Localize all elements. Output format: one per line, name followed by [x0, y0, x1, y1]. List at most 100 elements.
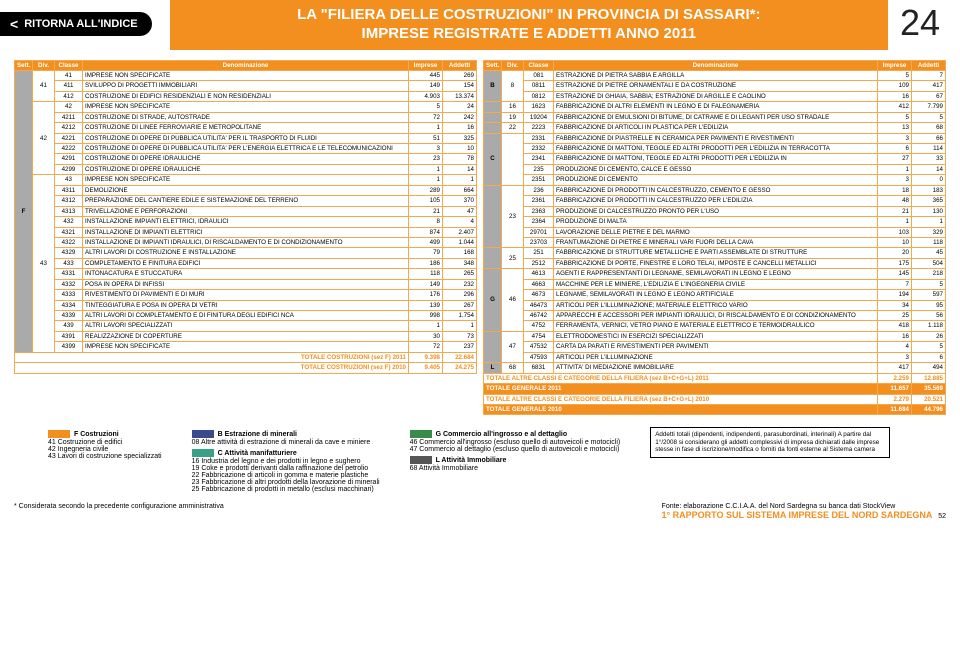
table-row: 4291COSTRUZIONE DI OPERE IDRAULICHE2378	[15, 154, 477, 164]
addetti-cell: 267	[443, 300, 477, 310]
addetti-cell: 1	[443, 175, 477, 185]
imprese-cell: 412	[878, 102, 912, 112]
sett-cell	[484, 331, 502, 362]
denom-cell: FABBRICAZIONE DI ARTICOLI IN PLASTICA PE…	[554, 123, 878, 133]
imprese-cell: 417	[878, 363, 912, 373]
div-cell: 46	[502, 269, 524, 332]
legend-heading-c: C Attività manifatturiere	[218, 450, 297, 457]
imprese-cell: 8	[409, 217, 443, 227]
table-row: 4329ALTRI LAVORI DI COSTRUZIONE E INSTAL…	[15, 248, 477, 258]
denom-cell: INSTALLAZIONE IMPIANTI ELETTRICI, IDRAUL…	[83, 217, 409, 227]
total-row: TOTALE ALTRE CLASSI E CATEGORIE DELLA FI…	[484, 394, 946, 404]
div-cell: 16	[502, 102, 524, 112]
total-imprese: 9.405	[409, 363, 443, 373]
table-row: 4311DEMOLIZIONE289664	[15, 185, 477, 195]
left-table: Sett. Div. Classe Denominazione Imprese …	[14, 60, 477, 374]
legend-col-f: F Costruzioni 41 Costruzione di edifici …	[48, 427, 162, 493]
imprese-cell: 21	[878, 206, 912, 216]
denom-cell: ARTICOLI PER L'ILLUMINAZIONE; MATERIALE …	[554, 300, 878, 310]
table-row: 2332FABBRICAZIONE DI MATTONI, TEGOLE ED …	[484, 144, 946, 154]
imprese-cell: 18	[878, 185, 912, 195]
addetti-cell: 2.407	[443, 227, 477, 237]
table-row: 29701LAVORAZIONE DELLE PIETRE E DEL MARM…	[484, 227, 946, 237]
imprese-cell: 1	[409, 164, 443, 174]
legend-item: 19 Coke e prodotti derivanti dalla raffi…	[192, 465, 380, 472]
imprese-cell: 16	[878, 331, 912, 341]
table-row: 4222COSTRUZIONE DI OPERE DI PUBBLICA UTI…	[15, 144, 477, 154]
table-row: 2361FABBRICAZIONE DI PRODOTTI IN CALCEST…	[484, 196, 946, 206]
imprese-cell: 27	[878, 154, 912, 164]
addetti-cell: 417	[912, 81, 946, 91]
back-to-index-button[interactable]: < RITORNA ALL'INDICE	[0, 12, 152, 36]
div-cell: 25	[502, 248, 524, 269]
denom-cell: COSTRUZIONE DI OPERE IDRAULICHE	[83, 164, 409, 174]
imprese-cell: 16	[878, 91, 912, 101]
table-row: 4339ALTRI LAVORI DI COMPLETAMENTO E DI F…	[15, 311, 477, 321]
imprese-cell: 30	[409, 331, 443, 341]
classe-cell: 4312	[55, 196, 83, 206]
sett-cell	[484, 185, 502, 248]
total-addetti: 44.796	[912, 404, 946, 414]
classe-cell: 47593	[524, 352, 554, 362]
title-line-1: LA "FILIERA DELLE COSTRUZIONI" IN PROVIN…	[170, 6, 888, 25]
denom-cell: CARTA DA PARATI E RIVESTIMENTI PER PAVIM…	[554, 342, 878, 352]
imprese-cell: 105	[409, 196, 443, 206]
table-header-row: Sett. Div. Classe Denominazione Imprese …	[484, 60, 946, 70]
classe-cell: 412	[55, 91, 83, 101]
swatch-icon	[192, 449, 214, 457]
imprese-cell: 79	[409, 248, 443, 258]
denom-cell: TRIVELLAZIONE E PERFORAZIONI	[83, 206, 409, 216]
addetti-cell: 1.754	[443, 311, 477, 321]
total-label: TOTALE COSTRUZIONI (sez F) 2010	[15, 363, 409, 373]
page-title: LA "FILIERA DELLE COSTRUZIONI" IN PROVIN…	[170, 0, 888, 50]
table-row: 161623FABBRICAZIONE DI ALTRI ELEMENTI IN…	[484, 102, 946, 112]
grand-total-row: TOTALE GENERALE 201111.65735.569	[484, 384, 946, 394]
addetti-cell: 168	[443, 248, 477, 258]
denom-cell: ESTRAZIONE DI PIETRA SABBIA E ARGILLA	[554, 70, 878, 80]
legend: F Costruzioni 41 Costruzione di edifici …	[0, 419, 960, 497]
addetti-cell: 6	[912, 352, 946, 362]
legend-heading-g: G Commercio all'ingrosso e al dettaglio	[436, 431, 568, 438]
classe-cell: 236	[524, 185, 554, 195]
addetti-cell: 78	[443, 154, 477, 164]
addetti-cell: 365	[912, 196, 946, 206]
addetti-cell: 13.374	[443, 91, 477, 101]
imprese-cell: 3	[409, 144, 443, 154]
denom-cell: COMPLETAMENTO E FINITURA EDIFICI	[83, 258, 409, 268]
denom-cell: COSTRUZIONE DI STRADE, AUTOSTRADE	[83, 112, 409, 122]
denom-cell: FABBRICAZIONE DI MATTONI, TEGOLE ED ALTR…	[554, 144, 878, 154]
classe-cell: 4673	[524, 290, 554, 300]
table-row: 4221COSTRUZIONE DI OPERE DI PUBBLICA UTI…	[15, 133, 477, 143]
denom-cell: LEGNAME, SEMILAVORATI IN LEGNO E LEGNO A…	[554, 290, 878, 300]
addetti-cell: 370	[443, 196, 477, 206]
table-row: 474754ELETTRODOMESTICI IN ESERCIZI SPECI…	[484, 331, 946, 341]
div-cell: 22	[502, 123, 524, 133]
denom-cell: PRODUZIONE DI MALTA	[554, 217, 878, 227]
div-cell: 68	[502, 363, 524, 373]
swatch-icon	[410, 430, 432, 438]
sett-cell	[484, 102, 502, 112]
denom-cell: ALTRI LAVORI DI COMPLETAMENTO E DI FINIT…	[83, 311, 409, 321]
classe-cell: 2512	[524, 258, 554, 268]
classe-cell: 6831	[524, 363, 554, 373]
table-row: 439ALTRI LAVORI SPECIALIZZATI11	[15, 321, 477, 331]
table-row: 4321INSTALLAZIONE DI IMPIANTI ELETTRICI8…	[15, 227, 477, 237]
th-classe: Classe	[524, 60, 554, 70]
chevron-left-icon: <	[10, 16, 18, 32]
imprese-cell: 874	[409, 227, 443, 237]
table-row: 2351PRODUZIONE DI CEMENTO30	[484, 175, 946, 185]
denom-cell: FRANTUMAZIONE DI PIETRE E MINERALI VARI …	[554, 237, 878, 247]
imprese-cell: 445	[409, 70, 443, 80]
addetti-cell: 218	[912, 269, 946, 279]
imprese-cell: 109	[878, 81, 912, 91]
table-row: 412COSTRUZIONE DI EDIFICI RESIDENZIALI E…	[15, 91, 477, 101]
addetti-cell: 242	[443, 112, 477, 122]
denom-cell: REALIZZAZIONE DI COPERTURE	[83, 331, 409, 341]
imprese-cell: 3	[878, 133, 912, 143]
addetti-cell: 73	[443, 331, 477, 341]
th-classe: Classe	[55, 60, 83, 70]
addetti-cell: 10	[443, 144, 477, 154]
slide-number: 24	[900, 0, 960, 50]
denom-cell: COSTRUZIONE DI OPERE DI PUBBLICA UTILITA…	[83, 144, 409, 154]
total-row: TOTALE COSTRUZIONI (sez F) 20109.40524.2…	[15, 363, 477, 373]
